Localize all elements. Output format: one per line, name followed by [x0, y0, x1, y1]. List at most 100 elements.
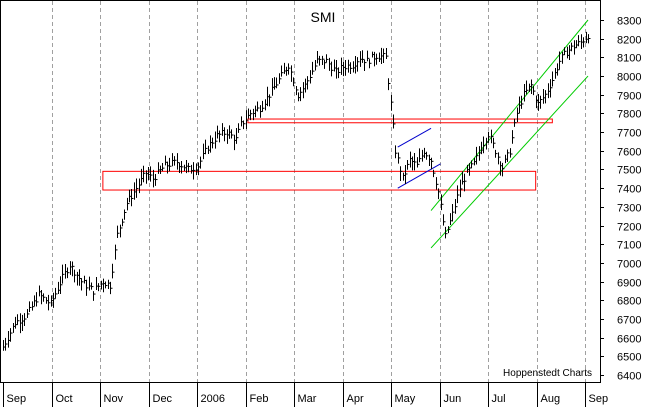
price-bar [345, 59, 348, 76]
price-bar [510, 148, 513, 158]
axis-layer: Sep Oct Nov Dec 2006 Feb Mar Apr May Jun Jul Aug Sep… [0, 0, 641, 407]
plot-frame [0, 0, 601, 383]
x-tick-label: 2006 [201, 393, 225, 405]
price-bar [559, 51, 562, 70]
y-tick-label: 7200 [617, 222, 641, 234]
price-bar [364, 59, 367, 71]
y-tick-label: 7100 [617, 240, 641, 252]
price-bar [357, 57, 360, 72]
price-bar [557, 63, 560, 76]
chart-credit: Hoppenstedt Charts [503, 368, 592, 379]
price-bar [136, 178, 139, 198]
price-bar [110, 281, 113, 295]
x-tick-label: Aug [541, 393, 561, 405]
price-bar [219, 130, 222, 143]
price-bar [431, 157, 434, 170]
flag-trendline [397, 163, 441, 189]
price-bar [200, 156, 203, 169]
y-tick-label: 7600 [617, 147, 641, 159]
price-series [3, 31, 591, 351]
price-bar [464, 173, 467, 192]
price-bar [400, 166, 403, 182]
price-bar [498, 152, 501, 165]
y-tick-label: 6700 [617, 315, 641, 327]
x-tick-label: Mar [298, 393, 317, 405]
price-bar [55, 287, 58, 299]
price-bar [276, 77, 279, 89]
x-tick-label: Jun [444, 393, 462, 405]
price-bar [281, 65, 284, 77]
y-tick-label: 6800 [617, 296, 641, 308]
channel-trendline [430, 75, 589, 249]
price-bar [155, 173, 158, 186]
price-bar [32, 301, 35, 311]
price-bar [188, 162, 191, 173]
price-bar [29, 301, 32, 313]
price-bar [48, 294, 51, 311]
y-tick-label: 7700 [617, 128, 641, 140]
price-bar [62, 264, 65, 284]
y-tick-label: 7900 [617, 91, 641, 103]
price-bar [231, 129, 234, 139]
price-bar [521, 95, 524, 109]
price-bar [81, 278, 84, 291]
price-bar [398, 152, 401, 164]
price-bar [578, 35, 581, 47]
price-bar [98, 283, 101, 292]
price-bar [457, 185, 460, 204]
x-tick-label: May [395, 393, 416, 405]
price-bar [127, 197, 130, 211]
price-bar [205, 139, 208, 155]
price-bar [493, 137, 496, 149]
price-bar [112, 263, 115, 279]
chart-title: SMI [311, 9, 336, 25]
x-tick-label: Nov [104, 393, 124, 405]
y-tick-label: 6600 [617, 334, 641, 346]
price-bar [502, 162, 505, 177]
price-bar [441, 194, 444, 211]
price-bar [448, 226, 451, 234]
price-bar [150, 166, 153, 182]
price-bar [105, 281, 108, 289]
price-bar [215, 131, 218, 149]
flag-trendline [397, 127, 432, 148]
price-bar [319, 55, 322, 66]
price-bar [74, 269, 77, 283]
price-bar [433, 169, 436, 178]
price-bar [350, 62, 353, 75]
price-bar [460, 179, 463, 198]
price-bar [67, 267, 70, 279]
price-bar [93, 291, 96, 301]
price-bar [405, 164, 408, 185]
price-bar [238, 123, 241, 133]
x-tick-label: Sep [7, 393, 27, 405]
price-bar [322, 55, 325, 65]
y-tick-label: 6400 [617, 371, 641, 383]
support-box [102, 170, 537, 191]
price-bar [507, 149, 510, 162]
price-bar [43, 293, 46, 302]
price-bar [386, 48, 389, 60]
price-bar [393, 114, 396, 129]
resistance-box [247, 118, 553, 124]
price-bar [224, 127, 227, 142]
price-bar [315, 60, 318, 71]
y-tick-label: 7300 [617, 203, 641, 215]
y-tick-label: 8000 [617, 72, 641, 84]
price-bar [120, 224, 123, 238]
price-bar [24, 313, 27, 326]
price-bar [376, 53, 379, 65]
price-bar [257, 101, 260, 112]
price-bar [452, 204, 455, 222]
y-tick-label: 6500 [617, 352, 641, 364]
price-bar [124, 209, 127, 220]
price-bar [53, 292, 56, 308]
price-bar [169, 157, 172, 172]
price-bar [483, 136, 486, 154]
price-bar [512, 130, 515, 144]
y-tick-label: 7000 [617, 259, 641, 271]
price-bar [324, 59, 327, 69]
price-bar [445, 226, 448, 239]
